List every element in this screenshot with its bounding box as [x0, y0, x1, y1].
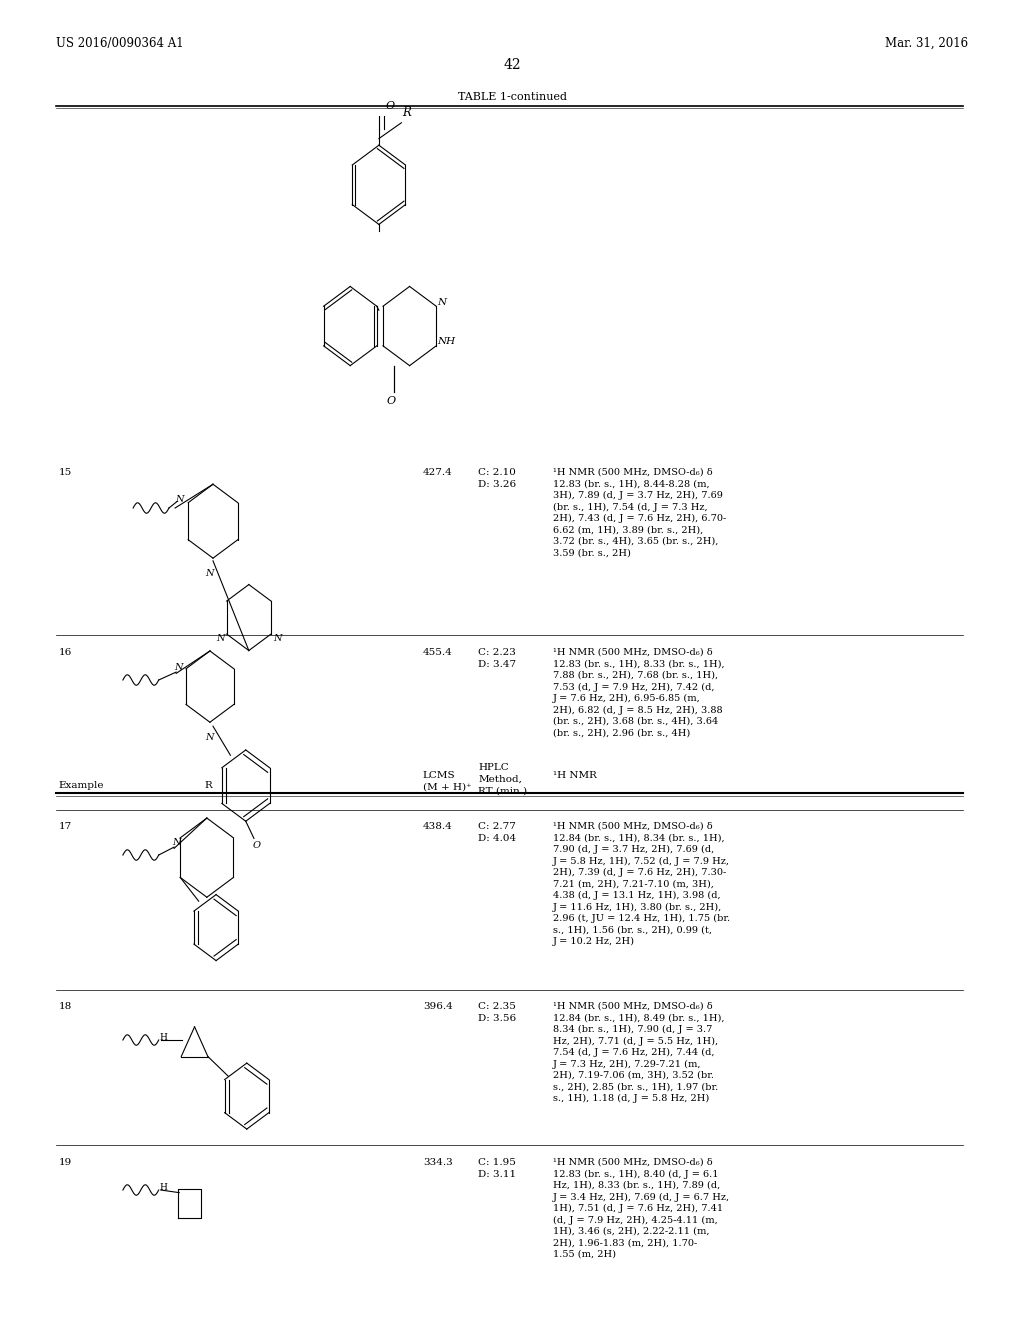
Text: 2H), 7.19-7.06 (m, 3H), 3.52 (br.: 2H), 7.19-7.06 (m, 3H), 3.52 (br.	[553, 1071, 714, 1080]
Text: J = 7.6 Hz, 2H), 6.95-6.85 (m,: J = 7.6 Hz, 2H), 6.95-6.85 (m,	[553, 694, 700, 704]
Text: RT (min.): RT (min.)	[478, 787, 527, 796]
Text: Mar. 31, 2016: Mar. 31, 2016	[885, 37, 968, 50]
Text: 2H), 6.82 (d, J = 8.5 Hz, 2H), 3.88: 2H), 6.82 (d, J = 8.5 Hz, 2H), 3.88	[553, 705, 723, 714]
Text: 427.4: 427.4	[423, 469, 453, 477]
Text: 2H), 7.39 (d, J = 7.6 Hz, 2H), 7.30-: 2H), 7.39 (d, J = 7.6 Hz, 2H), 7.30-	[553, 869, 726, 876]
Text: H: H	[160, 1184, 168, 1192]
Text: C: 2.35: C: 2.35	[478, 1002, 516, 1011]
Text: 455.4: 455.4	[423, 648, 453, 657]
Text: J = 10.2 Hz, 2H): J = 10.2 Hz, 2H)	[553, 937, 635, 946]
Text: 19: 19	[58, 1158, 72, 1167]
Text: ¹H NMR (500 MHz, DMSO-d₆) δ: ¹H NMR (500 MHz, DMSO-d₆) δ	[553, 1002, 713, 1011]
Text: 3H), 7.89 (d, J = 3.7 Hz, 2H), 7.69: 3H), 7.89 (d, J = 3.7 Hz, 2H), 7.69	[553, 491, 723, 500]
Text: D: 4.04: D: 4.04	[478, 834, 516, 843]
Text: O: O	[253, 841, 261, 850]
Text: 12.84 (br. s., 1H), 8.49 (br. s., 1H),: 12.84 (br. s., 1H), 8.49 (br. s., 1H),	[553, 1014, 724, 1023]
Text: N: N	[175, 495, 183, 504]
Text: C: 2.10: C: 2.10	[478, 469, 516, 477]
Text: TABLE 1-continued: TABLE 1-continued	[458, 92, 566, 103]
Text: 7.54 (d, J = 7.6 Hz, 2H), 7.44 (d,: 7.54 (d, J = 7.6 Hz, 2H), 7.44 (d,	[553, 1048, 715, 1057]
Text: 438.4: 438.4	[423, 822, 453, 832]
Text: US 2016/0090364 A1: US 2016/0090364 A1	[56, 37, 184, 50]
Text: (br. s., 2H), 2.96 (br. s., 4H): (br. s., 2H), 2.96 (br. s., 4H)	[553, 729, 690, 738]
Text: N: N	[174, 663, 182, 672]
Text: C: 2.23: C: 2.23	[478, 648, 516, 657]
Text: D: 3.26: D: 3.26	[478, 480, 516, 488]
Text: 8.34 (br. s., 1H), 7.90 (d, J = 3.7: 8.34 (br. s., 1H), 7.90 (d, J = 3.7	[553, 1026, 713, 1034]
Text: ¹H NMR: ¹H NMR	[553, 771, 597, 780]
Text: Hz, 1H), 8.33 (br. s., 1H), 7.89 (d,: Hz, 1H), 8.33 (br. s., 1H), 7.89 (d,	[553, 1181, 720, 1191]
Text: O: O	[386, 100, 395, 111]
Text: 334.3: 334.3	[423, 1158, 453, 1167]
Text: C: 1.95: C: 1.95	[478, 1158, 516, 1167]
Text: 17: 17	[58, 822, 72, 832]
Text: 3.59 (br. s., 2H): 3.59 (br. s., 2H)	[553, 549, 631, 557]
Text: 4.38 (d, J = 13.1 Hz, 1H), 3.98 (d,: 4.38 (d, J = 13.1 Hz, 1H), 3.98 (d,	[553, 891, 721, 900]
Text: O: O	[387, 396, 395, 407]
Text: 42: 42	[503, 58, 521, 73]
Text: 18: 18	[58, 1002, 72, 1011]
Text: ¹H NMR (500 MHz, DMSO-d₆) δ: ¹H NMR (500 MHz, DMSO-d₆) δ	[553, 469, 713, 477]
Text: J = 7.3 Hz, 2H), 7.29-7.21 (m,: J = 7.3 Hz, 2H), 7.29-7.21 (m,	[553, 1060, 701, 1069]
Text: 12.84 (br. s., 1H), 8.34 (br. s., 1H),: 12.84 (br. s., 1H), 8.34 (br. s., 1H),	[553, 833, 725, 842]
Text: 1H), 7.51 (d, J = 7.6 Hz, 2H), 7.41: 1H), 7.51 (d, J = 7.6 Hz, 2H), 7.41	[553, 1204, 723, 1213]
Text: Example: Example	[58, 781, 103, 791]
Text: J = 3.4 Hz, 2H), 7.69 (d, J = 6.7 Hz,: J = 3.4 Hz, 2H), 7.69 (d, J = 6.7 Hz,	[553, 1192, 730, 1201]
Text: 7.21 (m, 2H), 7.21-7.10 (m, 3H),: 7.21 (m, 2H), 7.21-7.10 (m, 3H),	[553, 879, 714, 888]
Text: ¹H NMR (500 MHz, DMSO-d₆) δ: ¹H NMR (500 MHz, DMSO-d₆) δ	[553, 1158, 713, 1167]
Text: (d, J = 7.9 Hz, 2H), 4.25-4.11 (m,: (d, J = 7.9 Hz, 2H), 4.25-4.11 (m,	[553, 1216, 718, 1225]
Text: N: N	[216, 634, 225, 643]
Text: J = 11.6 Hz, 1H), 3.80 (br. s., 2H),: J = 11.6 Hz, 1H), 3.80 (br. s., 2H),	[553, 903, 722, 912]
Text: R: R	[205, 781, 213, 791]
Text: 15: 15	[58, 469, 72, 477]
Text: 12.83 (br. s., 1H), 8.40 (d, J = 6.1: 12.83 (br. s., 1H), 8.40 (d, J = 6.1	[553, 1170, 719, 1179]
Text: 16: 16	[58, 648, 72, 657]
Text: 12.83 (br. s., 1H), 8.33 (br. s., 1H),: 12.83 (br. s., 1H), 8.33 (br. s., 1H),	[553, 660, 725, 668]
Text: 7.88 (br. s., 2H), 7.68 (br. s., 1H),: 7.88 (br. s., 2H), 7.68 (br. s., 1H),	[553, 671, 718, 680]
Text: ¹H NMR (500 MHz, DMSO-d₆) δ: ¹H NMR (500 MHz, DMSO-d₆) δ	[553, 648, 713, 657]
Text: D: 3.56: D: 3.56	[478, 1014, 516, 1023]
Text: NH: NH	[437, 338, 456, 346]
Text: (br. s., 2H), 3.68 (br. s., 4H), 3.64: (br. s., 2H), 3.68 (br. s., 4H), 3.64	[553, 717, 718, 726]
Text: N: N	[437, 298, 446, 306]
Text: R: R	[402, 106, 412, 119]
Text: 2.96 (t, JU = 12.4 Hz, 1H), 1.75 (br.: 2.96 (t, JU = 12.4 Hz, 1H), 1.75 (br.	[553, 913, 730, 923]
Text: Method,: Method,	[478, 775, 522, 784]
Text: LCMS: LCMS	[423, 771, 456, 780]
Text: ¹H NMR (500 MHz, DMSO-d₆) δ: ¹H NMR (500 MHz, DMSO-d₆) δ	[553, 822, 713, 832]
Text: 396.4: 396.4	[423, 1002, 453, 1011]
Text: 2H), 1.96-1.83 (m, 2H), 1.70-: 2H), 1.96-1.83 (m, 2H), 1.70-	[553, 1238, 697, 1247]
Text: s., 2H), 2.85 (br. s., 1H), 1.97 (br.: s., 2H), 2.85 (br. s., 1H), 1.97 (br.	[553, 1082, 718, 1092]
Text: N: N	[273, 634, 282, 643]
Text: 6.62 (m, 1H), 3.89 (br. s., 2H),: 6.62 (m, 1H), 3.89 (br. s., 2H),	[553, 525, 703, 535]
Text: N: N	[205, 569, 213, 578]
Text: 7.53 (d, J = 7.9 Hz, 2H), 7.42 (d,: 7.53 (d, J = 7.9 Hz, 2H), 7.42 (d,	[553, 682, 715, 692]
Text: 2H), 7.43 (d, J = 7.6 Hz, 2H), 6.70-: 2H), 7.43 (d, J = 7.6 Hz, 2H), 6.70-	[553, 513, 726, 523]
Text: (br. s., 1H), 7.54 (d, J = 7.3 Hz,: (br. s., 1H), 7.54 (d, J = 7.3 Hz,	[553, 503, 708, 512]
Text: N: N	[172, 838, 180, 847]
Text: 1H), 3.46 (s, 2H), 2.22-2.11 (m,: 1H), 3.46 (s, 2H), 2.22-2.11 (m,	[553, 1228, 710, 1236]
Text: 7.90 (d, J = 3.7 Hz, 2H), 7.69 (d,: 7.90 (d, J = 3.7 Hz, 2H), 7.69 (d,	[553, 845, 714, 854]
Text: D: 3.47: D: 3.47	[478, 660, 516, 669]
Text: H: H	[160, 1034, 168, 1043]
Text: 3.72 (br. s., 4H), 3.65 (br. s., 2H),: 3.72 (br. s., 4H), 3.65 (br. s., 2H),	[553, 537, 718, 546]
Text: 12.83 (br. s., 1H), 8.44-8.28 (m,: 12.83 (br. s., 1H), 8.44-8.28 (m,	[553, 479, 710, 488]
Text: HPLC: HPLC	[478, 763, 509, 772]
Text: J = 5.8 Hz, 1H), 7.52 (d, J = 7.9 Hz,: J = 5.8 Hz, 1H), 7.52 (d, J = 7.9 Hz,	[553, 857, 730, 866]
Text: s., 1H), 1.56 (br. s., 2H), 0.99 (t,: s., 1H), 1.56 (br. s., 2H), 0.99 (t,	[553, 925, 712, 935]
Text: (M + H)⁺: (M + H)⁺	[423, 783, 471, 792]
Text: C: 2.77: C: 2.77	[478, 822, 516, 832]
Text: D: 3.11: D: 3.11	[478, 1170, 516, 1179]
Text: Hz, 2H), 7.71 (d, J = 5.5 Hz, 1H),: Hz, 2H), 7.71 (d, J = 5.5 Hz, 1H),	[553, 1036, 718, 1045]
Text: s., 1H), 1.18 (d, J = 5.8 Hz, 2H): s., 1H), 1.18 (d, J = 5.8 Hz, 2H)	[553, 1094, 710, 1104]
Text: N: N	[205, 733, 213, 742]
Text: 1.55 (m, 2H): 1.55 (m, 2H)	[553, 1250, 616, 1259]
